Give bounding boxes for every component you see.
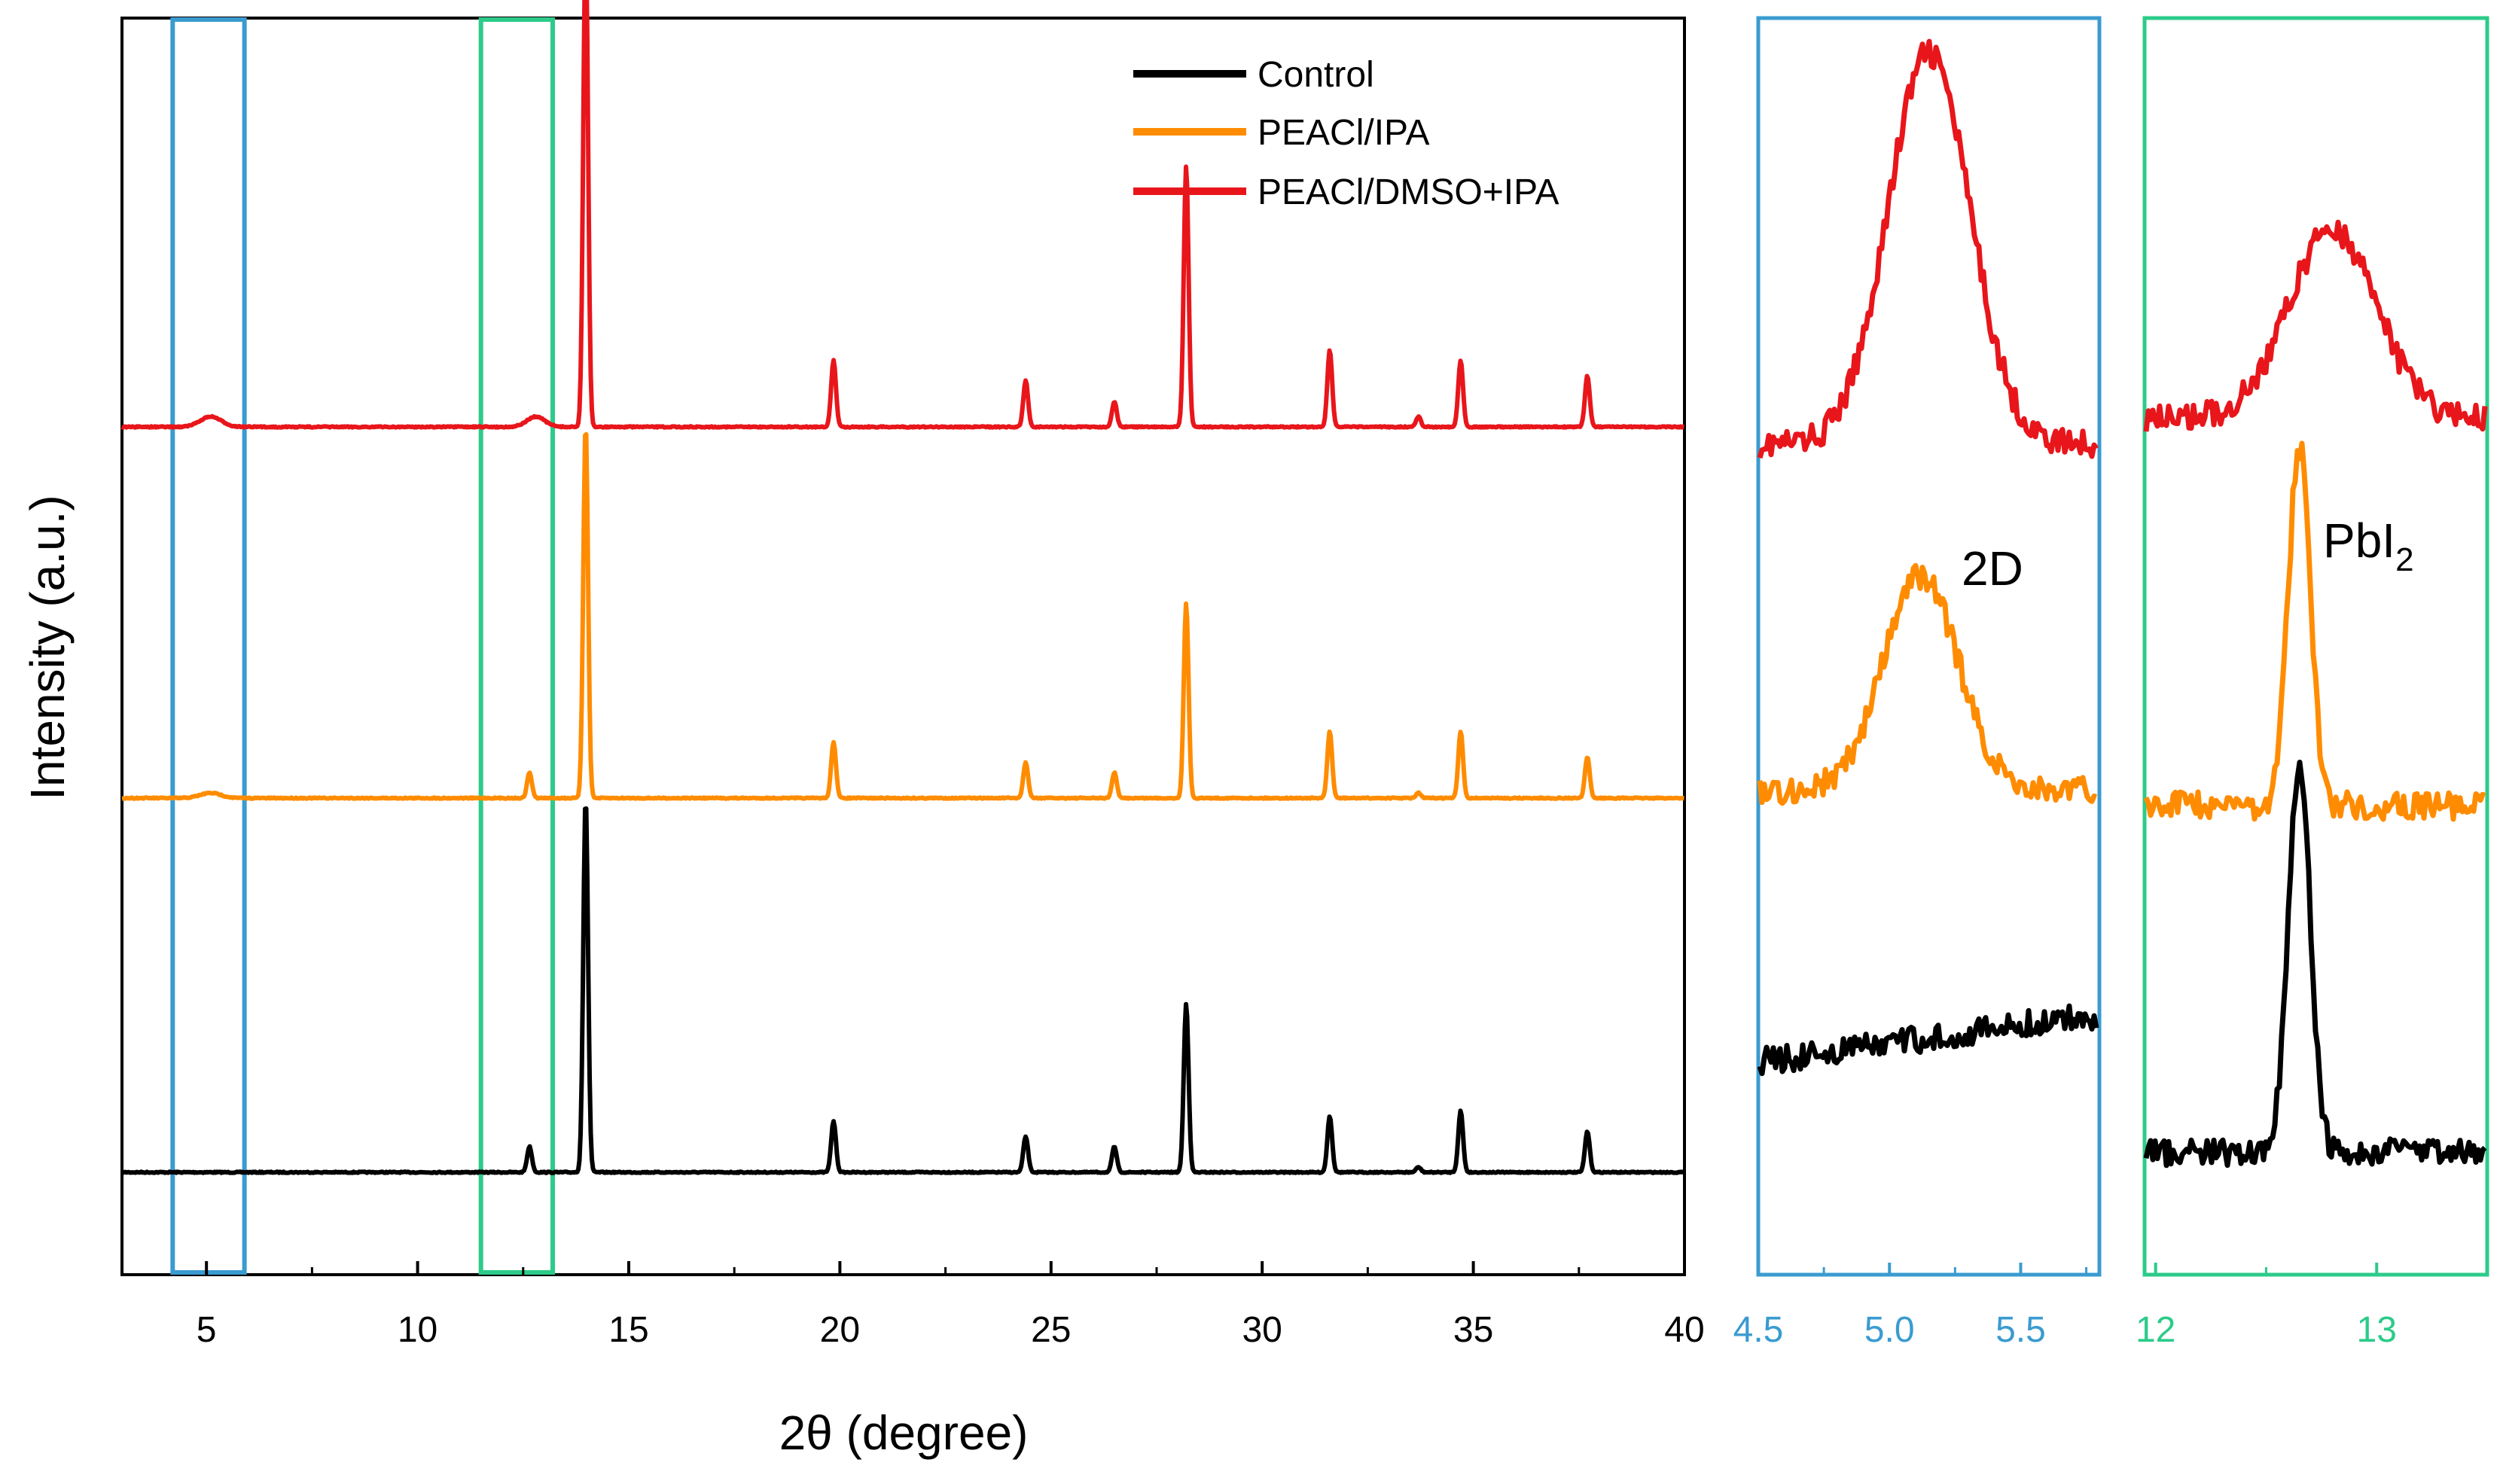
highlight-box-2d-region <box>170 17 247 1275</box>
inset-pbi2-frame <box>2142 16 2489 1277</box>
main-x-ticks: 5 10 15 20 25 30 35 40 <box>197 1261 1705 1350</box>
annotation-2d: 2D <box>1962 541 2023 596</box>
inset-2d-traces <box>1757 38 2099 1077</box>
inset-series-peacl-dmso-ipa <box>2143 219 2488 432</box>
main-x-tick-label: 5 <box>197 1310 217 1350</box>
annotation-pbi2-main: PbI <box>2323 513 2395 568</box>
annotation-pbi2: PbI2 <box>2323 513 2414 578</box>
main-plot-panel: 5 10 15 20 25 30 35 40 <box>120 0 1705 1350</box>
inset-x-tick-label: 5.5 <box>1995 1310 2046 1350</box>
main-series-control <box>120 806 1685 1175</box>
legend-label-control: Control <box>1258 55 1374 95</box>
main-series-peacl-dmso-ipa <box>120 0 1685 430</box>
main-x-tick-label: 30 <box>1242 1310 1282 1350</box>
inset-series-peacl-ipa <box>1757 562 2098 806</box>
inset-pbi2-panel: 12 13 PbI2 <box>2136 16 2489 1350</box>
main-x-tick-label: 35 <box>1453 1310 1493 1350</box>
main-x-tick-label: 10 <box>398 1310 437 1350</box>
highlight-box-pbi2-region <box>478 17 556 1275</box>
inset-2d-frame <box>1756 16 2102 1277</box>
main-traces <box>120 0 1685 1175</box>
inset-pbi2-traces <box>2143 219 2488 1169</box>
x-axis-label: 2θ (degree) <box>779 1406 1029 1460</box>
inset-series-peacl-ipa <box>2143 440 2486 822</box>
main-x-tick-label: 15 <box>608 1310 648 1350</box>
inset-x-tick-label: 13 <box>2357 1310 2397 1350</box>
inset-series-control <box>1757 1003 2099 1077</box>
legend: Control PEACl/IPA PEACl/DMSO+IPA <box>1133 55 1559 212</box>
y-axis-label: Intensity (a.u.) <box>20 495 75 800</box>
legend-label-peacl-ipa: PEACl/IPA <box>1258 113 1430 153</box>
inset-x-tick-label: 12 <box>2136 1310 2175 1350</box>
inset-2d-panel: 4.5 5.0 5.5 2D <box>1733 16 2102 1350</box>
inset-series-peacl-dmso-ipa <box>1757 38 2099 459</box>
main-plot-frame <box>120 17 1686 1276</box>
inset-x-tick-label: 5.0 <box>1864 1310 1915 1350</box>
main-series-peacl-ipa <box>120 431 1685 801</box>
inset-x-tick-label: 4.5 <box>1733 1310 1784 1350</box>
main-x-tick-label: 20 <box>820 1310 860 1350</box>
main-x-tick-label: 40 <box>1664 1310 1704 1350</box>
inset-2d-x-ticks: 4.5 5.0 5.5 <box>1733 1263 2088 1350</box>
main-x-tick-label: 25 <box>1031 1310 1071 1350</box>
inset-pbi2-x-ticks: 12 13 <box>2136 1263 2397 1350</box>
legend-label-peacl-dmso-ipa: PEACl/DMSO+IPA <box>1258 172 1559 212</box>
annotation-pbi2-subscript: 2 <box>2395 541 2413 578</box>
inset-series-control <box>2143 760 2487 1169</box>
